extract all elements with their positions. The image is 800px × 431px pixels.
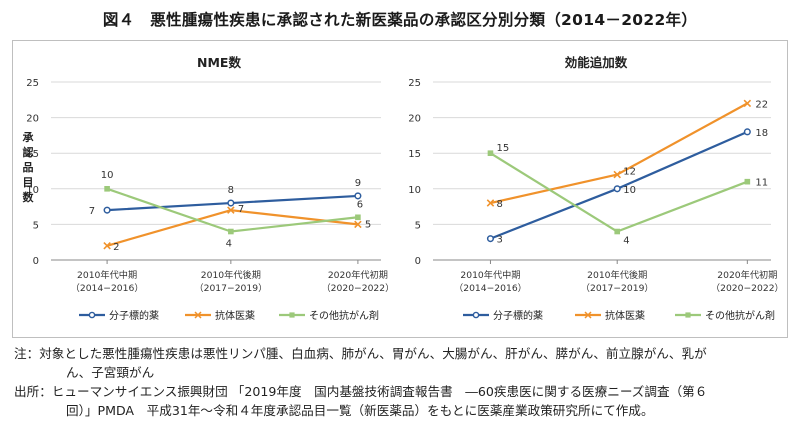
data-point-antibody	[227, 206, 235, 214]
data-point-molecular	[103, 206, 111, 214]
chart-panel: NME数 0 5 10 15 20 25 2010年代中期 （2014−2016） 2010年代後…	[12, 40, 788, 338]
series-line-other	[489, 152, 748, 233]
legend-swatch-marker	[194, 311, 202, 319]
source-line-cont: 回）」PMDA 平成31年～令和４年度承認品目一覧（新医薬品）をもとに医薬産業政…	[14, 401, 794, 420]
figure-title: 図４ 悪性腫瘍性疾患に承認された新医薬品の承認区分別分類（2014－2022年）	[102, 11, 698, 29]
note-text-1: 対象とした悪性腫瘍性疾患は悪性リンパ腫、白血病、肺がん、胃がん、大腸がん、肝がん…	[39, 346, 707, 361]
data-point-other	[355, 214, 361, 221]
x-tick-label-sub: （2017−2019）	[581, 283, 654, 294]
data-label-antibody: 2	[113, 242, 119, 253]
data-point-other	[104, 186, 110, 192]
data-point-other	[228, 228, 234, 235]
data-label-other: 4	[623, 236, 629, 247]
legend-label: 抗体医薬	[605, 309, 645, 322]
data-point-molecular	[227, 199, 235, 207]
y-tick-label: 20	[408, 114, 421, 125]
legend-label: 分子標的薬	[493, 309, 543, 322]
data-label-molecular: 8	[228, 185, 234, 196]
legend-swatch-marker	[88, 311, 96, 319]
y-tick-label: 15	[26, 149, 39, 160]
legend-swatch-marker	[685, 312, 691, 318]
legend-label: その他抗がん剤	[309, 309, 379, 322]
data-point-molecular	[743, 128, 751, 136]
chart-title: 効能追加数	[565, 55, 628, 70]
data-point-antibody	[486, 199, 495, 207]
data-label-other: 4	[226, 239, 232, 250]
y-tick-label: 0	[415, 256, 421, 267]
y-tick-label: 10	[26, 185, 39, 196]
y-tick-label: 25	[408, 78, 421, 89]
data-label-antibody: 8	[496, 199, 502, 210]
notes-block: 注：対象とした悪性腫瘍性疾患は悪性リンパ腫、白血病、肺がん、胃がん、大腸がん、肝…	[14, 344, 794, 420]
legend-label: その他抗がん剤	[705, 309, 775, 322]
legend-swatch-marker	[289, 312, 295, 318]
y-axis-label-char: 品	[23, 161, 34, 174]
data-label-antibody: 12	[623, 167, 636, 178]
data-point-molecular	[354, 192, 362, 200]
data-point-antibody	[103, 241, 111, 250]
y-tick-label: 5	[33, 220, 39, 231]
note-line-cont: ん、子宮頸がん	[14, 363, 794, 382]
y-axis-label-char: 目	[23, 176, 34, 189]
data-point-molecular	[613, 185, 621, 193]
y-axis-label-char: 数	[23, 190, 35, 204]
source-line: 出所：ヒューマンサイエンス振興財団 「2019年度 国内基盤技術調査報告書 ―6…	[14, 382, 794, 401]
data-point-antibody	[613, 170, 621, 179]
x-tick-label: 2010年代中期	[460, 269, 520, 281]
x-tick-label: 2010年代中期	[77, 269, 137, 281]
y-tick-label: 10	[408, 185, 421, 196]
data-point-molecular	[486, 235, 495, 243]
charts-svg: NME数05101520252010年代中期（2014−2016）2010年代後…	[23, 55, 784, 322]
data-label-molecular: 18	[755, 128, 768, 139]
chart-title: NME数	[197, 55, 241, 70]
y-tick-label: 20	[26, 114, 39, 125]
series-line-antibody	[106, 209, 359, 247]
x-tick-label-sub: （2014−2016）	[454, 283, 527, 294]
data-label-other: 6	[357, 199, 363, 210]
y-tick-label: 25	[26, 78, 39, 89]
data-point-other	[614, 228, 621, 235]
legend-swatch-marker	[472, 311, 480, 319]
y-axis-label-char: 認	[23, 145, 34, 159]
x-tick-label: 2010年代後期	[201, 269, 261, 281]
source-prefix: 出所：	[14, 384, 52, 399]
y-tick-label: 0	[33, 256, 39, 267]
legend-swatch-marker	[584, 311, 592, 319]
data-point-antibody	[354, 220, 362, 229]
x-tick-label: 2010年代後期	[587, 269, 647, 281]
y-axis-label-char: 承	[23, 130, 35, 144]
legend-label: 抗体医薬	[215, 309, 255, 322]
x-tick-label-sub: （2020−2022）	[321, 283, 394, 294]
data-point-other	[744, 178, 751, 185]
note-text-2: ん、子宮頸がん	[66, 365, 155, 380]
x-tick-label-sub: （2017−2019）	[194, 283, 267, 294]
data-label-molecular: 9	[355, 178, 361, 189]
note-line: 注：対象とした悪性腫瘍性疾患は悪性リンパ腫、白血病、肺がん、胃がん、大腸がん、肝…	[14, 344, 794, 363]
legend-label: 分子標的薬	[109, 309, 159, 322]
data-label-molecular: 7	[89, 206, 95, 217]
x-tick-label: 2020年代初期	[328, 269, 388, 281]
data-label-other: 10	[101, 170, 114, 181]
series-line-molecular	[490, 130, 748, 240]
x-tick-label-sub: （2020−2022）	[711, 283, 784, 294]
source-text-2: 回）」PMDA 平成31年～令和４年度承認品目一覧（新医薬品）をもとに医薬産業政…	[66, 403, 654, 418]
data-label-molecular: 3	[496, 235, 502, 246]
data-label-antibody: 7	[238, 204, 244, 215]
data-label-other: 11	[755, 178, 768, 189]
data-label-molecular: 10	[623, 185, 636, 196]
note-prefix: 注：	[14, 346, 40, 361]
data-point-other	[487, 150, 494, 156]
x-tick-label: 2020年代初期	[717, 269, 777, 281]
data-label-antibody: 22	[755, 99, 768, 110]
y-tick-label: 15	[408, 149, 421, 160]
data-point-antibody	[743, 99, 752, 108]
y-tick-label: 5	[415, 220, 421, 231]
data-label-other: 15	[496, 143, 509, 154]
x-tick-label-sub: （2014−2016）	[71, 283, 144, 294]
source-text-1: ヒューマンサイエンス振興財団 「2019年度 国内基盤技術調査報告書 ―60疾患…	[51, 384, 708, 399]
data-label-antibody: 5	[365, 219, 371, 230]
